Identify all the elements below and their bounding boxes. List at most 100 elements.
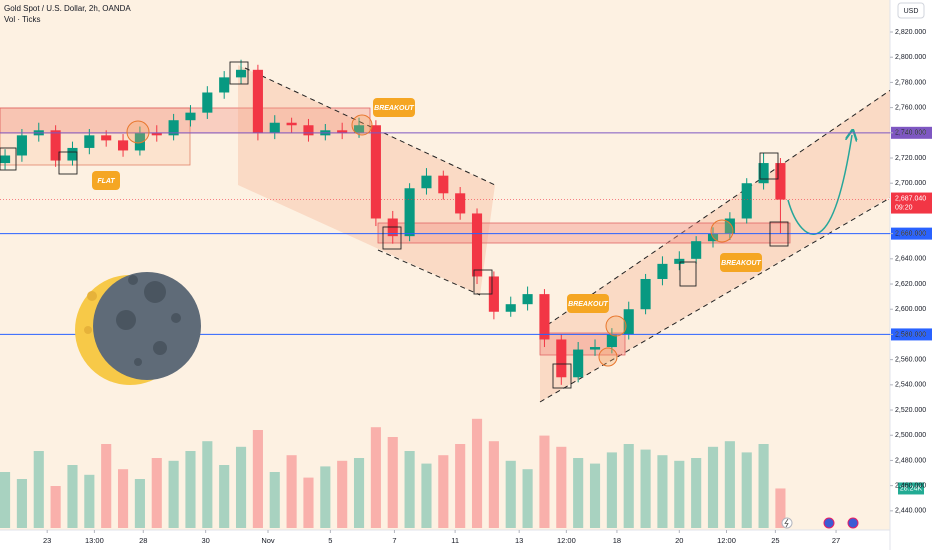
volume-bar (50, 486, 61, 528)
annotation-text: BREAKOUT (568, 301, 608, 308)
y-tick-label: 2,480.000 (895, 457, 926, 464)
y-tick-label: 2,820.000 (895, 29, 926, 36)
candle-body (573, 349, 584, 378)
volume-bar (455, 444, 466, 528)
candle-body (623, 309, 634, 335)
marker-box (552, 363, 572, 389)
volume-bar (320, 466, 331, 528)
candle-body (589, 347, 601, 350)
volume-bar (387, 437, 398, 528)
volume-bar (67, 465, 78, 528)
price-label: 2,580.000 (895, 331, 926, 338)
y-tick-label: 2,800.000 (895, 54, 926, 61)
event-icon[interactable] (781, 517, 793, 529)
volume-bar (117, 469, 129, 528)
volume-label: 28.24K (900, 485, 923, 492)
y-tick-label: 2,700.000 (895, 180, 926, 187)
marker-box (229, 61, 249, 85)
volume-bar (775, 488, 786, 528)
candle-body (337, 130, 348, 133)
annotation-badge (373, 98, 415, 117)
y-tick-label: 2,520.000 (895, 407, 926, 414)
markers (0, 61, 789, 389)
price-axis-background (890, 0, 932, 550)
annotations: BREAKOUT FLAT BREAKOUT BREAKOUT (92, 98, 762, 313)
volume-label-bg (898, 482, 924, 495)
event-icon[interactable] (823, 517, 835, 529)
volume-bar (674, 460, 685, 528)
candle-body (269, 122, 280, 133)
volume-bar (0, 472, 11, 528)
volume-bar (606, 452, 617, 528)
candle-body (724, 218, 735, 234)
annotation-badge (567, 294, 609, 313)
chart-subtitle: Vol · Ticks (4, 15, 40, 24)
marker-box (382, 226, 402, 250)
volume-bar (202, 441, 213, 528)
volume-bar (286, 455, 297, 528)
candle-body (741, 183, 752, 219)
volume-bar (522, 469, 533, 528)
volume-bar (16, 479, 27, 528)
candle-body (67, 147, 78, 161)
candle-body (370, 125, 381, 219)
volume-bar (134, 479, 145, 528)
y-tick-label: 2,760.000 (895, 104, 926, 111)
volume-bar (337, 460, 348, 528)
y-tick-label: 2,740.000 (895, 130, 926, 137)
currency-button[interactable] (897, 2, 925, 19)
down-channel (238, 65, 495, 295)
y-tick-label: 2,660.000 (895, 230, 926, 237)
volume-bar (707, 446, 719, 528)
volume-bar (151, 458, 162, 528)
flat-zone (0, 107, 191, 166)
volume-bar (219, 465, 230, 528)
volume-bar (101, 444, 112, 528)
candle-body (84, 135, 95, 148)
candle-body (488, 276, 499, 312)
last-price-bg (891, 192, 932, 214)
volume-bar (623, 444, 634, 528)
crater (116, 310, 136, 330)
volume-bar (438, 455, 449, 528)
candle-body (438, 175, 449, 194)
candle-body (674, 258, 685, 264)
candle-body (404, 188, 415, 237)
candle-body (286, 122, 297, 126)
candle-body (117, 140, 129, 151)
candle-body (471, 213, 483, 277)
x-tick-label: 5 (328, 536, 332, 545)
volume-bar (421, 463, 432, 528)
crater (134, 358, 142, 366)
candle-body (235, 69, 247, 78)
marker-box (58, 151, 78, 175)
volume-bar (84, 474, 95, 528)
x-tick-label: 11 (451, 536, 459, 545)
last-price-label: 2,687.040 (895, 195, 926, 202)
volume-bar (505, 460, 516, 528)
volume-bar (168, 460, 179, 528)
y-tick-label: 2,440.000 (895, 508, 926, 515)
currency-label[interactable]: USD (904, 8, 919, 15)
candle-body (185, 112, 196, 121)
marker-box (0, 147, 17, 171)
candle-body (0, 155, 11, 164)
marker-circle (351, 114, 373, 136)
y-tick-label: 2,600.000 (895, 306, 926, 313)
crater (128, 275, 138, 285)
moon-dark (93, 272, 201, 380)
event-icon[interactable] (847, 517, 859, 529)
y-tick-label: 2,780.000 (895, 79, 926, 86)
crater (153, 341, 167, 355)
annotation-text: BREAKOUT (374, 105, 414, 112)
volume-bar (252, 430, 263, 528)
volume-bar (303, 477, 314, 528)
marker-circle (126, 120, 150, 144)
x-tick-label: 18 (613, 536, 621, 545)
marker-circle (605, 315, 627, 337)
marker-circle (598, 347, 618, 367)
crater (144, 281, 166, 303)
x-tick-label: 27 (832, 536, 840, 545)
x-tick-label: 28 (139, 536, 147, 545)
